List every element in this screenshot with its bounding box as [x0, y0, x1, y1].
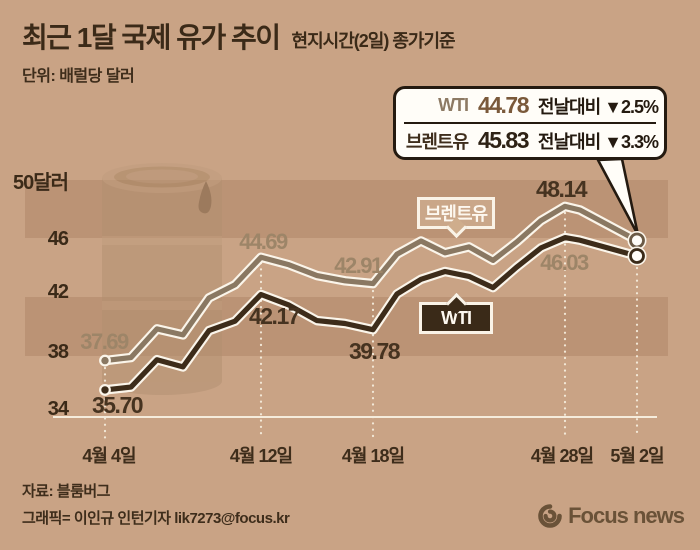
point-value-label: 48.14	[536, 176, 588, 202]
brent-line	[102, 203, 640, 364]
focus-news-logo: Focus news	[537, 503, 685, 529]
x-axis-label: 5월 2일	[610, 446, 664, 466]
brent-end-point	[629, 232, 645, 249]
callout-wti-value: 44.78	[477, 92, 530, 118]
focus-news-logo-text: Focus news	[568, 503, 685, 528]
brent-start-point	[99, 354, 111, 367]
y-axis-label: 50달러	[12, 172, 69, 194]
x-axis-label: 4월 12일	[229, 446, 293, 466]
focus-swirl-icon	[538, 504, 562, 528]
oil-barrel-watermark	[102, 163, 222, 395]
callout-brent-label: 브렌트유	[405, 131, 469, 152]
callout-divider	[404, 122, 656, 124]
callout-wti-label: WTI	[438, 95, 469, 115]
wti-line	[102, 235, 640, 393]
wti-start-point	[99, 384, 111, 396]
point-value-label: 42.91	[334, 253, 383, 278]
page-title: 최근 1달 국제 유가 추이	[22, 22, 281, 53]
callout-row-wti: WTI 44.78 전날대비 ▼2.5%	[396, 89, 664, 122]
page-subtitle: 현지시간(2일) 종가기준	[291, 31, 456, 51]
callout-brent-value: 45.83	[477, 127, 530, 153]
point-value-label: 44.69	[239, 229, 288, 254]
series-label-wti: WTI	[419, 292, 493, 334]
point-value-label: 37.69	[80, 329, 129, 354]
point-value-label: 39.78	[349, 338, 401, 364]
series-label-brent: 브렌트유	[417, 197, 495, 239]
y-axis-label: 38	[47, 341, 69, 363]
source-credit: 자료: 블룸버그	[22, 483, 110, 500]
brent-label-text: 브렌트유	[424, 204, 488, 224]
callout-brent-change: 전날대비 ▼3.3%	[537, 131, 659, 152]
y-axis-label: 42	[47, 281, 69, 303]
x-axis-label: 4월 4일	[82, 446, 136, 466]
plot-layer: 37.69 35.70 44.69 42.17 42.91 39.78 48.14 46.03	[53, 157, 657, 440]
latest-price-callout: WTI 44.78 전날대비 ▼2.5% 브렌트유 45.83 전날대비 ▼3.…	[393, 86, 667, 160]
graphic-credit: 그래픽= 이인규 인턴기자 lik7273@focus.kr	[22, 510, 290, 527]
header: 최근 1달 국제 유가 추이 현지시간(2일) 종가기준	[22, 16, 456, 56]
point-value-label: 42.17	[249, 303, 300, 329]
point-value-label: 35.70	[92, 392, 143, 418]
unit-label: 단위: 배럴당 달러	[22, 68, 135, 85]
y-axis-label: 34	[47, 398, 69, 420]
wti-end-point	[629, 248, 645, 264]
callout-row-brent: 브렌트유 45.83 전날대비 ▼3.3%	[396, 124, 664, 157]
x-axis-label: 4월 28일	[530, 446, 594, 466]
x-axis-label: 4월 18일	[341, 446, 405, 466]
callout-wti-change: 전날대비 ▼2.5%	[537, 96, 659, 117]
point-value-label: 46.03	[540, 250, 589, 275]
wti-label-text: WTI	[441, 307, 472, 328]
y-axis-label: 46	[47, 228, 69, 250]
